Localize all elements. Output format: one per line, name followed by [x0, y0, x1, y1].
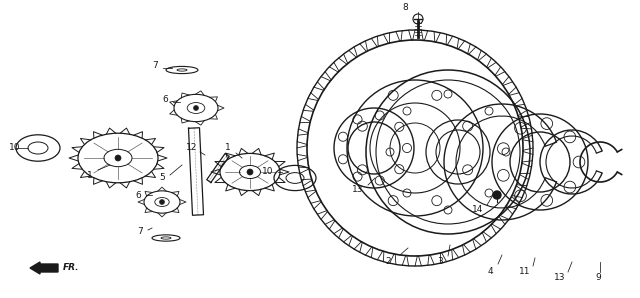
Text: 12: 12 — [186, 144, 198, 153]
Text: 2: 2 — [385, 257, 391, 266]
Circle shape — [493, 191, 501, 199]
Circle shape — [193, 105, 198, 111]
Text: 13: 13 — [352, 185, 364, 195]
Text: 10: 10 — [262, 167, 274, 176]
Text: 1: 1 — [87, 170, 93, 179]
Text: 1: 1 — [225, 144, 231, 153]
Text: 5: 5 — [159, 173, 165, 182]
Text: 7: 7 — [152, 61, 158, 71]
Text: 4: 4 — [487, 268, 493, 277]
Circle shape — [159, 199, 164, 204]
Text: 11: 11 — [519, 268, 531, 277]
Circle shape — [115, 155, 121, 161]
Text: 6: 6 — [135, 190, 141, 199]
Text: 10: 10 — [9, 144, 20, 153]
Text: 14: 14 — [472, 206, 484, 215]
Text: 9: 9 — [595, 274, 601, 283]
Text: 6: 6 — [162, 95, 168, 105]
Text: 3: 3 — [437, 257, 443, 266]
Text: FR.: FR. — [63, 263, 79, 272]
Text: 8: 8 — [402, 4, 408, 13]
FancyArrow shape — [30, 262, 58, 274]
Text: 13: 13 — [554, 274, 566, 283]
Circle shape — [247, 169, 253, 175]
Text: 7: 7 — [137, 227, 143, 237]
